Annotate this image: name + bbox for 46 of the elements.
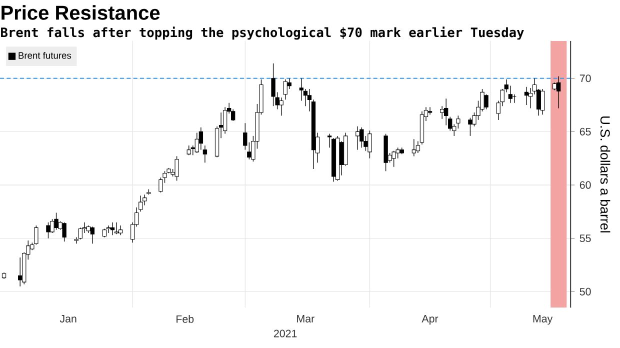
y-tick-label: 55 bbox=[580, 234, 591, 242]
candlestick bbox=[356, 126, 360, 150]
candlestick bbox=[456, 115, 460, 129]
candlestick bbox=[46, 222, 50, 239]
candlestick bbox=[62, 222, 66, 242]
y-tick-label: 65 bbox=[580, 128, 591, 136]
candlestick bbox=[524, 86, 529, 106]
candlestick bbox=[428, 106, 432, 116]
candlestick bbox=[279, 97, 284, 116]
candlestick bbox=[540, 88, 545, 116]
candlestick bbox=[468, 118, 472, 136]
candlestick bbox=[186, 145, 191, 156]
candlestick bbox=[283, 79, 288, 100]
candlestick bbox=[54, 212, 58, 230]
candlestick bbox=[90, 226, 95, 244]
chart-subtitle: Brent falls after topping the psychological $70 mark earlier Tuesday bbox=[1, 26, 524, 40]
y-tick-label: 50 bbox=[580, 288, 591, 296]
x-tick-label: Apr bbox=[422, 315, 438, 325]
candlestick bbox=[18, 257, 22, 287]
legend-label: Brent futures bbox=[18, 52, 72, 59]
chart-title: Price Resistance bbox=[2, 5, 160, 20]
candlestick bbox=[444, 98, 448, 126]
candlestick bbox=[440, 106, 444, 120]
candlestick bbox=[368, 130, 372, 159]
candlestick bbox=[198, 127, 204, 150]
candlestick bbox=[118, 225, 123, 236]
candlestick bbox=[174, 156, 179, 182]
x-tick-label: Mar bbox=[297, 315, 314, 323]
candlestick bbox=[106, 225, 111, 234]
candlestick bbox=[110, 222, 115, 236]
y-tick-label: 60 bbox=[580, 181, 591, 189]
candlestick bbox=[271, 63, 276, 107]
y-axis-title: U.S. dollars a barrel bbox=[600, 116, 610, 232]
candlestick bbox=[392, 150, 396, 168]
candlestick bbox=[412, 138, 416, 157]
x-tick-label: May bbox=[533, 315, 553, 325]
candlestick bbox=[222, 106, 228, 134]
x-axis-title: 2021 bbox=[274, 330, 297, 338]
x-tick-label: Jan bbox=[60, 315, 76, 323]
candlestick bbox=[114, 222, 119, 235]
candlestick bbox=[360, 127, 364, 148]
y-tick-label: 70 bbox=[580, 74, 591, 82]
candlestick bbox=[556, 76, 561, 109]
x-tick-label: Feb bbox=[176, 315, 194, 324]
candlestick bbox=[484, 94, 488, 110]
candlestick bbox=[508, 86, 512, 104]
